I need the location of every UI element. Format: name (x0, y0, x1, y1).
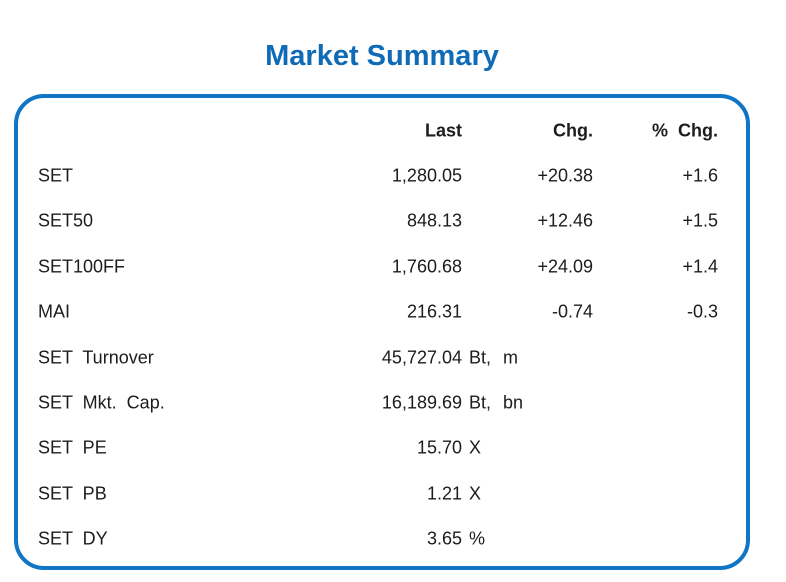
unit-suffix: % (469, 528, 486, 549)
chg-value: +12.46 (537, 210, 593, 231)
table-row: SET PB 1.21 X (18, 471, 746, 516)
table-row: SET50 848.13 +12.46 +1.5 (18, 199, 746, 244)
row-label: SET (38, 165, 74, 186)
table-row: SET 1,280.05 +20.38 +1.6 (18, 153, 746, 198)
last-value: 1,760.68 (391, 256, 462, 277)
table-header-row: Last Chg. % Chg. (18, 108, 746, 153)
row-label: SET PB (38, 483, 107, 504)
market-summary-table: Last Chg. % Chg. SET 1,280.05 +20.38 +1.… (18, 98, 746, 562)
last-value: 45,727.04 Bt, m (381, 347, 519, 368)
last-value: 1,280.05 (391, 165, 462, 186)
row-label: SET50 (38, 210, 94, 231)
row-label: SET Turnover (38, 347, 154, 368)
pct-chg-value: +1.5 (682, 210, 718, 231)
table-row: MAI 216.31 -0.74 -0.3 (18, 290, 746, 335)
last-value: 15.70 X (416, 437, 482, 458)
unit-suffix: Bt, bn (469, 392, 524, 413)
pct-chg-value: +1.4 (682, 256, 718, 277)
last-value: 216.31 (406, 301, 462, 322)
table-row: SET Turnover 45,727.04 Bt, m (18, 335, 746, 380)
last-value: 3.65% (426, 528, 486, 549)
column-header-pct-chg: % Chg. (652, 120, 718, 141)
pct-chg-value: -0.3 (686, 301, 718, 322)
unit-suffix: X (469, 483, 482, 504)
pct-chg-value: +1.6 (682, 165, 718, 186)
row-label: SET PE (38, 437, 107, 458)
row-label: SET Mkt. Cap. (38, 392, 165, 413)
table-row: SET100FF 1,760.68 +24.09 +1.4 (18, 244, 746, 289)
last-value: 848.13 (406, 210, 462, 231)
table-row: SET Mkt. Cap. 16,189.69 Bt, bn (18, 380, 746, 425)
chg-value: +24.09 (537, 256, 593, 277)
row-label: SET DY (38, 528, 108, 549)
page-title: Market Summary (265, 40, 499, 72)
last-value: 16,189.69 Bt, bn (381, 392, 524, 413)
column-header-chg: Chg. (553, 120, 593, 141)
chg-value: +20.38 (537, 165, 593, 186)
row-label: SET100FF (38, 256, 126, 277)
chg-value: -0.74 (551, 301, 593, 322)
summary-card: Last Chg. % Chg. SET 1,280.05 +20.38 +1.… (14, 94, 750, 570)
table-row: SET DY 3.65% (18, 517, 746, 562)
table-row: SET PE 15.70 X (18, 426, 746, 471)
unit-suffix: Bt, m (469, 347, 519, 368)
row-label: MAI (38, 301, 71, 322)
unit-suffix: X (469, 437, 482, 458)
column-header-last: Last (424, 120, 462, 141)
last-value: 1.21 X (426, 483, 482, 504)
